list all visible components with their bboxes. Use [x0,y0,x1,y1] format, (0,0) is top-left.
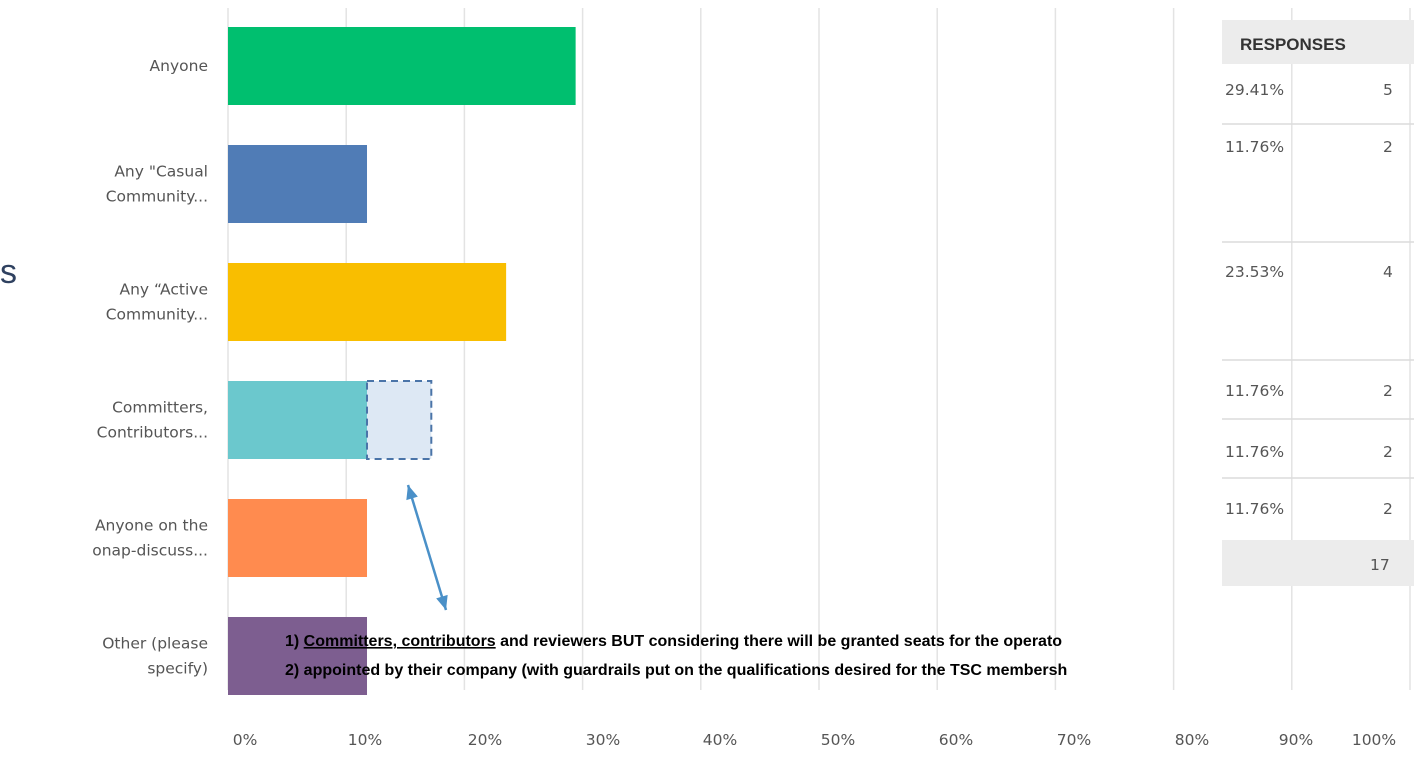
x-tick-label: 20% [468,731,502,749]
response-count: 2 [1383,138,1393,156]
x-tick-label: 90% [1279,731,1313,749]
total-row-bg [1222,540,1414,586]
bar [228,381,368,459]
category-label: Community... [106,188,208,206]
response-percent: 29.41% [1225,81,1284,99]
x-tick-label: 0% [233,731,258,749]
category-label: onap-discuss... [92,542,208,560]
category-labels: Anyone Any "Casual Community... Any “Active… [92,57,208,678]
response-count: 2 [1383,500,1393,518]
annotation-arrow [406,484,448,611]
response-count: 2 [1383,382,1393,400]
arrowhead-bottom [436,594,448,610]
table-header-bg [1222,20,1414,64]
stray-letter: s [0,253,17,291]
category-label: Any “Active [119,281,208,299]
gridlines [227,8,1411,690]
arrowhead-top [406,485,418,501]
x-tick-label: 100% [1352,731,1396,749]
annotation-line-2: 2) appointed by their company (with guar… [285,662,1067,679]
bar [228,617,368,695]
x-tick-label: 50% [821,731,855,749]
category-label: Any "Casual [114,163,208,181]
response-count: 2 [1383,443,1393,461]
response-percent: 11.76% [1225,138,1284,156]
category-label: Committers, [112,399,208,417]
x-tick-label: 40% [703,731,737,749]
annotation-line-1: 1) Committers, contributors and reviewer… [285,633,1062,650]
bar [228,145,368,223]
bars [228,27,576,695]
x-tick-label: 70% [1057,731,1091,749]
response-percent: 11.76% [1225,443,1284,461]
bar [228,27,576,105]
category-label: Other (please [102,635,208,653]
annotation: 1) Committers, contributors and reviewer… [285,484,1067,679]
x-tick-labels: 0% 10% 20% 30% 40% 50% 60% 70% 80% 90% 100% [233,731,1396,749]
x-tick-label: 60% [939,731,973,749]
responses-table: RESPONSES 29.41% 5 11.76% 2 23.53% 4 11.76% 2 11.… [1222,20,1414,586]
table-header: RESPONSES [1240,35,1346,54]
highlight-box [366,380,433,460]
response-percent: 11.76% [1225,382,1284,400]
bar [228,499,368,577]
category-label: Anyone [150,57,208,75]
response-percent: 23.53% [1225,263,1284,281]
highlight-overlay [366,380,433,460]
category-label: Contributors... [97,424,208,442]
response-count: 4 [1383,263,1393,281]
category-label: Anyone on the [95,517,208,535]
x-tick-label: 80% [1175,731,1209,749]
category-label: Community... [106,306,208,324]
response-total: 17 [1370,556,1390,574]
bar [228,263,507,341]
response-percent: 11.76% [1225,500,1284,518]
x-tick-label: 30% [586,731,620,749]
response-count: 5 [1383,81,1393,99]
x-tick-label: 10% [348,731,382,749]
category-label: specify) [147,660,208,678]
